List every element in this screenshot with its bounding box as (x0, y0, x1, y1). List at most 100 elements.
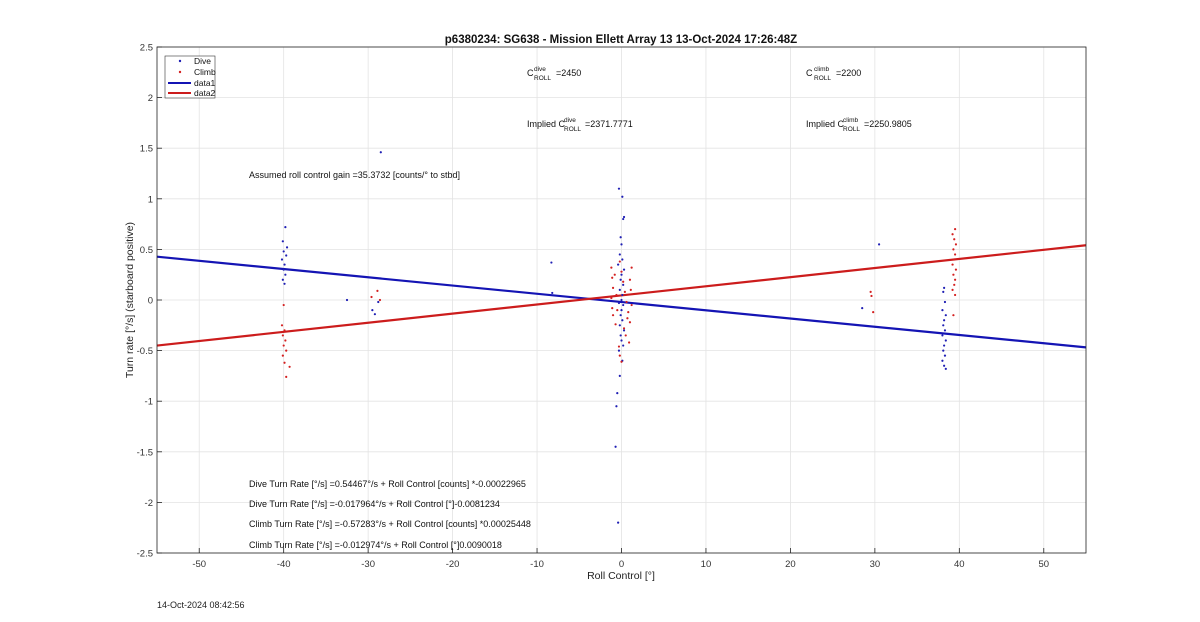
dive-point (283, 282, 286, 285)
climb-point (617, 345, 621, 348)
dive-point (617, 349, 621, 352)
dive-point (941, 359, 944, 362)
y-tick-label: -2.5 (137, 549, 153, 560)
climb-point (625, 300, 628, 304)
dive-point (618, 324, 621, 327)
dive-point (617, 521, 620, 524)
climb-point (869, 290, 872, 294)
c-climb-value: =2200 (836, 68, 861, 78)
dive-point (944, 367, 947, 370)
implied-dive-sub: ROLL (564, 126, 581, 133)
c-dive-sup: dive (534, 66, 546, 73)
dive-point (618, 253, 621, 256)
climb-point (610, 266, 613, 269)
dive-point (941, 309, 944, 312)
dive-point (877, 243, 881, 246)
climb-point (611, 314, 615, 317)
climb-point (630, 266, 633, 269)
dive-point (619, 334, 622, 337)
c-climb-sup: climb (814, 66, 830, 73)
dive-point (620, 298, 623, 302)
climb-point (951, 233, 954, 236)
dive-point (615, 405, 618, 408)
x-tick-label: -50 (192, 559, 206, 570)
climb-point (624, 334, 627, 337)
dive-point (617, 301, 621, 305)
dive-point (861, 306, 864, 310)
c-dive-sub: ROLL (534, 75, 551, 82)
dive-point (943, 300, 947, 304)
implied-climb-sub: ROLL (843, 126, 860, 133)
y-tick-label: 0.5 (140, 245, 153, 256)
dive-point (621, 195, 624, 198)
dive-point (371, 309, 374, 312)
dive-point (280, 258, 284, 261)
c-climb-main: C (806, 68, 813, 78)
dive-point (373, 313, 376, 316)
dive-point (622, 215, 626, 219)
climb-point (953, 293, 957, 297)
climb-point (282, 344, 285, 347)
climb-point (954, 268, 958, 271)
y-tick-label: -1.5 (137, 447, 153, 458)
y-tick-label: -0.5 (137, 346, 153, 357)
dive-point (620, 309, 623, 312)
implied-dive-value: =2371.7771 (585, 119, 633, 129)
dive-point (619, 278, 622, 281)
climb-point (616, 309, 619, 312)
dive-point (618, 288, 621, 291)
dive-point (943, 344, 946, 347)
dive-point (550, 261, 553, 264)
axis-ticks: -50 -40 -30 -20 -10 0 10 20 30 40 50 2.5 2 1.5 1 0.5 0 -0… (137, 43, 1049, 571)
climb-point (952, 248, 955, 251)
data1-fit-line (156, 255, 1087, 349)
dive-point (622, 303, 625, 307)
climb-point (288, 365, 291, 368)
c-climb-sub: ROLL (814, 75, 831, 82)
y-tick-label: 1.5 (140, 144, 153, 155)
climb-point (628, 278, 632, 281)
y-tick-label: -1 (145, 397, 153, 408)
x-tick-label: 10 (701, 559, 712, 570)
dive-point (944, 339, 947, 342)
y-tick-label: -2 (145, 498, 153, 509)
legend-data2-label: data2 (194, 88, 216, 98)
climb-point (629, 288, 632, 291)
climb-point (622, 327, 626, 330)
x-tick-label: 30 (870, 559, 881, 570)
dive-point (285, 254, 288, 257)
x-tick-label: -40 (277, 559, 291, 570)
climb-point (284, 339, 287, 342)
climb-point (953, 228, 957, 231)
dive-point (282, 268, 285, 271)
data-points (280, 151, 958, 524)
climb-point (620, 360, 623, 363)
climb-point (951, 263, 954, 266)
climb-point (620, 270, 623, 273)
climb-point (953, 278, 957, 281)
x-tick-label: 40 (954, 559, 965, 570)
climb-point (953, 283, 956, 286)
dive-point (345, 298, 349, 302)
climb-point (623, 290, 626, 294)
dive-point (943, 286, 946, 289)
y-axis-label: Turn rate [°/s] (starboard positive) (124, 222, 136, 378)
footer-timestamp: 14-Oct-2024 08:42:56 (157, 600, 245, 610)
implied-dive-sup: dive (564, 117, 576, 124)
dive-point (282, 250, 285, 253)
dive-point (941, 334, 944, 337)
dive-point (620, 243, 623, 246)
dive-point (619, 314, 622, 317)
climb-point (626, 317, 629, 320)
implied-dive-main: Implied C (527, 119, 566, 129)
dive-point (622, 344, 625, 347)
dive-equation-degrees: Dive Turn Rate [°/s] =-0.017964°/s + Rol… (249, 499, 500, 509)
legend-box (164, 55, 216, 99)
dive-point (621, 319, 624, 322)
climb-point (281, 334, 284, 337)
dive-equation-counts: Dive Turn Rate [°/s] =0.54467°/s + Roll … (249, 479, 526, 489)
c-dive-value: =2450 (556, 68, 581, 78)
climb-point (614, 323, 617, 326)
c-roll-climb-annotation: C climb ROLL =2200 (806, 66, 861, 82)
climb-point (613, 273, 616, 276)
